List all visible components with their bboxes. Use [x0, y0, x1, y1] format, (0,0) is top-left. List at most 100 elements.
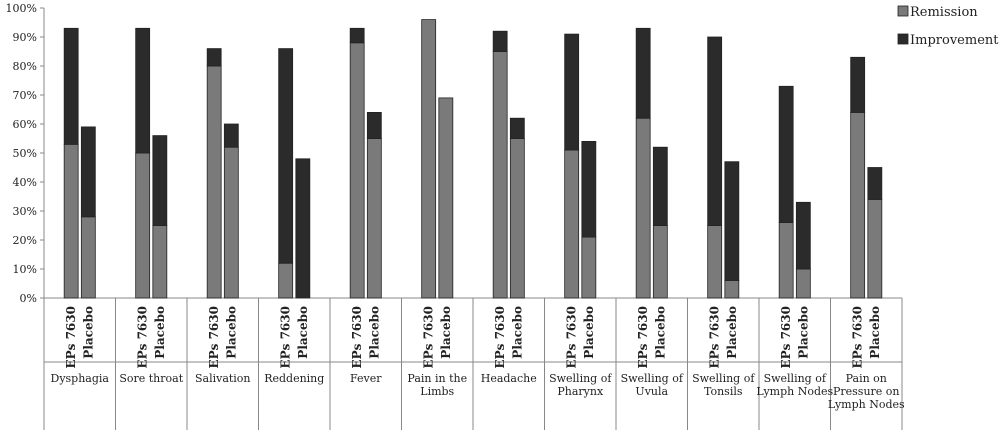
bar-improvement: [652, 146, 668, 226]
bar-improvement: [635, 27, 651, 119]
bar-remission: [850, 112, 866, 299]
bar-group-label: Placebo: [81, 306, 95, 359]
bar-group-label: Placebo: [868, 306, 882, 359]
bar-remission: [438, 97, 454, 299]
bar-improvement: [295, 158, 311, 299]
legend-swatch: [897, 33, 909, 45]
y-tick-label: 20%: [13, 234, 37, 247]
bar-group-label: EPs 7630: [493, 306, 507, 369]
category-label: Pain on Pressure on Lymph Nodes: [828, 372, 905, 411]
legend-label: Remission: [910, 5, 978, 20]
bar-improvement: [492, 30, 508, 52]
bar-remission: [564, 149, 580, 299]
y-tick-label: 10%: [13, 263, 37, 276]
bar-improvement: [509, 117, 525, 139]
bar-group-label: EPs 7630: [350, 306, 364, 369]
bar-remission: [80, 216, 96, 299]
y-tick-label: 0%: [20, 292, 37, 305]
bar-group-label: EPs 7630: [565, 306, 579, 369]
legend-label: Improvement: [910, 33, 999, 48]
bar-group-label: EPs 7630: [636, 306, 650, 369]
category-label: Salivation: [195, 372, 251, 385]
category-label: Swelling of Lymph Nodes: [756, 372, 833, 398]
bar-remission: [492, 51, 508, 299]
bar-improvement: [152, 135, 168, 226]
bar-group-label: EPs 7630: [851, 306, 865, 369]
bar-improvement: [223, 123, 239, 148]
bar-remission: [152, 225, 168, 299]
bar-group-label: Placebo: [725, 306, 739, 359]
category-label: Reddening: [264, 372, 324, 385]
axis-layer: 0% 10% 20% 30% 40% 50% 60% 70% 80% 90% 100%: [6, 2, 903, 430]
category-label: Swelling of Pharynx: [549, 372, 612, 398]
bar-group-label: Placebo: [367, 306, 381, 359]
bar-group-label: EPs 7630: [279, 306, 293, 369]
bar-remission: [652, 225, 668, 299]
category-label: Sore throat: [119, 372, 183, 385]
bar-remission: [509, 138, 525, 299]
bar-improvement: [724, 161, 740, 281]
bar-improvement: [867, 167, 883, 200]
bar-remission: [778, 222, 794, 299]
y-tick-label: 50%: [13, 147, 37, 160]
bar-group-label: Placebo: [582, 306, 596, 359]
category-label: Swelling of Uvula: [621, 372, 684, 398]
bar-remission: [581, 236, 597, 299]
bar-group-label: EPs 7630: [64, 306, 78, 369]
bar-group-label: Placebo: [439, 306, 453, 359]
bar-improvement: [564, 33, 580, 151]
bar-improvement: [795, 201, 811, 270]
legend: Remission Improvement: [897, 5, 999, 48]
bar-group-label: Placebo: [510, 306, 524, 359]
y-tick-label: 100%: [6, 2, 37, 15]
bar-group-label: EPs 7630: [136, 306, 150, 369]
bar-improvement: [135, 27, 151, 154]
bar-remission: [366, 138, 382, 299]
bar-remission: [421, 19, 437, 299]
y-tick-label: 30%: [13, 205, 37, 218]
bar-remission: [707, 225, 723, 299]
legend-swatch: [897, 5, 909, 17]
y-tick-label: 80%: [13, 60, 37, 73]
bar-improvement: [278, 48, 294, 264]
category-label: Pain in the Limbs: [407, 372, 467, 398]
bar-remission: [795, 268, 811, 299]
bar-group-label: EPs 7630: [779, 306, 793, 369]
bar-remission: [635, 117, 651, 299]
category-label: Swelling of Tonsils: [692, 372, 755, 398]
bar-improvement: [581, 140, 597, 238]
bar-layer: [63, 19, 883, 299]
bar-remission: [223, 146, 239, 299]
bar-improvement: [63, 27, 79, 145]
bar-improvement: [80, 126, 96, 218]
y-tick-label: 90%: [13, 31, 37, 44]
bar-remission: [867, 198, 883, 299]
bar-remission: [206, 65, 222, 299]
y-tick-label: 40%: [13, 176, 37, 189]
bar-improvement: [366, 112, 382, 139]
bar-group-label: Placebo: [796, 306, 810, 359]
bar-group-label: EPs 7630: [422, 306, 436, 369]
bar-improvement: [206, 48, 222, 67]
bar-group-label: Placebo: [153, 306, 167, 359]
bar-group-label: EPs 7630: [207, 306, 221, 369]
category-label: Fever: [350, 372, 382, 385]
bar-remission: [135, 152, 151, 299]
bar-improvement: [707, 36, 723, 226]
bar-improvement: [850, 56, 866, 113]
bar-remission: [278, 262, 294, 299]
category-label: Headache: [481, 372, 537, 385]
y-tick-label: 60%: [13, 118, 37, 131]
bar-improvement: [778, 85, 794, 224]
bar-remission: [63, 143, 79, 299]
bar-group-label: EPs 7630: [708, 306, 722, 369]
bar-remission: [349, 42, 365, 299]
bar-group-label: Placebo: [224, 306, 238, 359]
bar-group-label: Placebo: [296, 306, 310, 359]
category-label: Dysphagia: [51, 372, 110, 385]
bar-remission: [724, 280, 740, 299]
y-tick-label: 70%: [13, 89, 37, 102]
bar-improvement: [349, 27, 365, 44]
